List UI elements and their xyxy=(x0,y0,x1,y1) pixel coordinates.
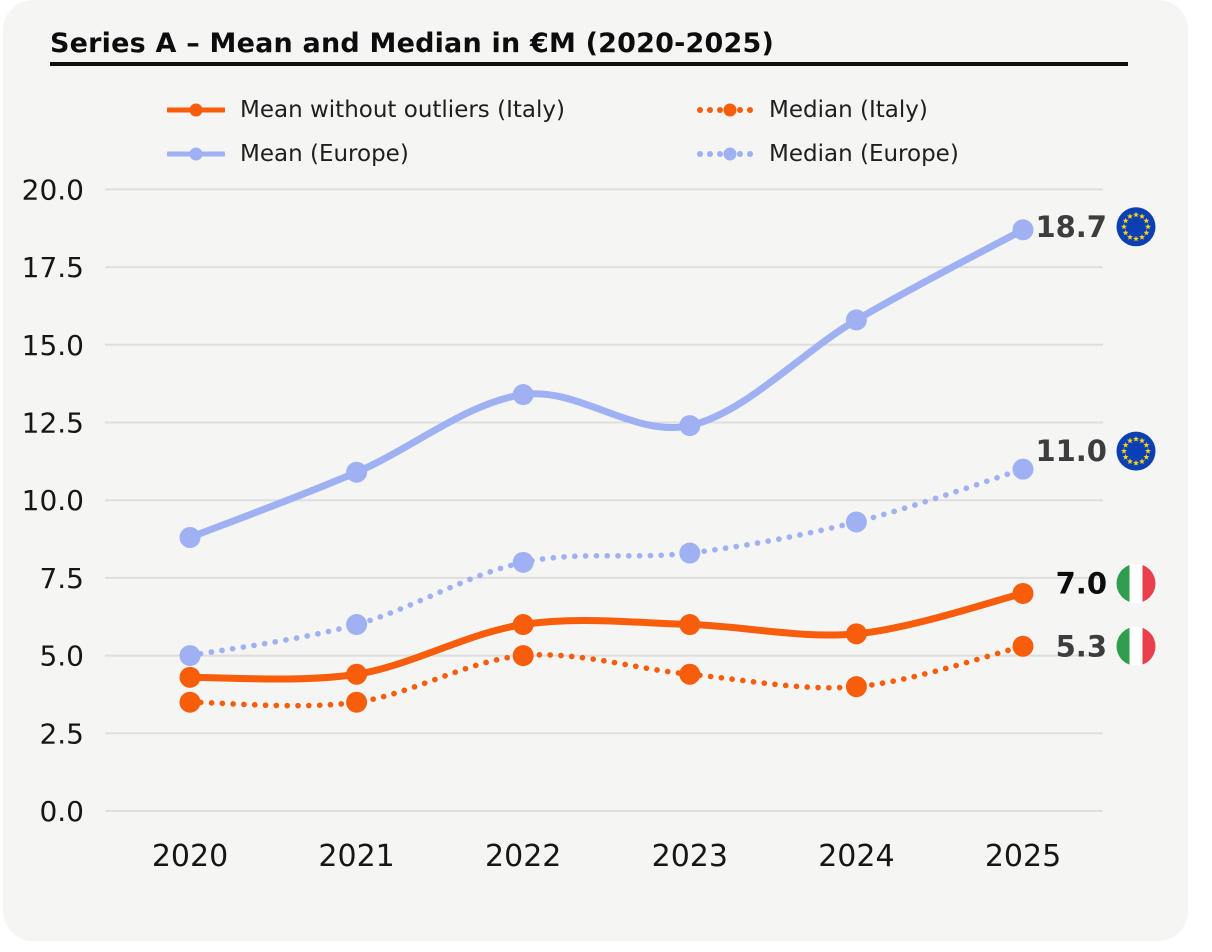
y-tick-label: 7.5 xyxy=(39,562,84,595)
legend-item-median-europe[interactable]: Median (Europe) xyxy=(696,141,959,167)
x-tick-label: 2024 xyxy=(818,839,894,874)
y-tick-label: 10.0 xyxy=(22,484,84,517)
legend-item-mean-europe[interactable]: Mean (Europe) xyxy=(167,141,696,167)
data-point-mean-europe[interactable] xyxy=(845,309,867,331)
end-value-label-mean-without-outliers-italy: 7.0 xyxy=(1056,566,1107,600)
data-point-median-italy[interactable] xyxy=(845,676,867,698)
data-point-median-italy[interactable] xyxy=(1012,635,1034,657)
x-tick-label: 2022 xyxy=(485,839,561,874)
legend-item-median-italy[interactable]: Median (Italy) xyxy=(696,97,959,123)
eu-flag-icon xyxy=(1116,431,1156,471)
data-point-mean-without-outliers-italy[interactable] xyxy=(679,614,701,636)
data-point-mean-europe[interactable] xyxy=(179,526,201,548)
chart-title: Series A – Mean and Median in €M (2020-2… xyxy=(50,28,775,59)
data-point-median-italy[interactable] xyxy=(512,645,534,667)
end-value-label-median-italy: 5.3 xyxy=(1056,629,1107,663)
data-point-median-europe[interactable] xyxy=(179,645,201,667)
end-value-label-median-europe: 11.0 xyxy=(1035,434,1107,468)
legend-line-marker-icon xyxy=(167,147,225,161)
y-tick-label: 17.5 xyxy=(22,251,84,284)
series-line-mean-europe xyxy=(186,226,1027,541)
x-tick-label: 2025 xyxy=(985,839,1061,874)
legend-label: Median (Italy) xyxy=(769,97,928,123)
legend-label: Mean (Europe) xyxy=(240,141,409,167)
x-tick-label: 2023 xyxy=(652,839,728,874)
data-point-median-europe[interactable] xyxy=(845,511,867,533)
x-tick-label: 2020 xyxy=(152,839,228,874)
data-point-median-europe[interactable] xyxy=(346,614,368,636)
data-point-mean-europe[interactable] xyxy=(346,461,368,483)
series-line-median-europe xyxy=(187,466,1026,659)
data-point-median-italy[interactable] xyxy=(179,691,201,713)
legend-item-mean-without-outliers-italy[interactable]: Mean without outliers (Italy) xyxy=(167,97,696,123)
legend-line-marker-icon xyxy=(167,103,225,117)
data-point-median-europe[interactable] xyxy=(679,542,701,564)
legend: Mean without outliers (Italy) Median (It… xyxy=(167,97,959,167)
legend-dotted-marker-icon xyxy=(697,103,753,117)
x-tick-label: 2021 xyxy=(318,839,394,874)
data-point-mean-europe[interactable] xyxy=(512,384,534,406)
y-tick-label: 5.0 xyxy=(39,640,84,673)
data-point-median-europe[interactable] xyxy=(512,551,534,573)
data-point-median-italy[interactable] xyxy=(679,663,701,685)
data-point-mean-without-outliers-italy[interactable] xyxy=(845,623,867,645)
y-tick-label: 0.0 xyxy=(39,795,84,828)
legend-label: Median (Europe) xyxy=(769,141,959,167)
italy-flag-icon xyxy=(1116,563,1156,603)
title-underline xyxy=(50,62,1128,66)
data-point-mean-europe[interactable] xyxy=(679,415,701,437)
y-tick-label: 2.5 xyxy=(39,717,84,750)
italy-flag-icon xyxy=(1116,626,1156,666)
data-point-median-italy[interactable] xyxy=(346,691,368,713)
series-line-median-italy xyxy=(187,643,1026,709)
series-line-mean-without-outliers-italy xyxy=(186,589,1027,683)
y-tick-label: 20.0 xyxy=(22,173,84,206)
data-point-median-europe[interactable] xyxy=(1012,458,1034,480)
data-point-mean-without-outliers-italy[interactable] xyxy=(179,666,201,688)
eu-flag-icon xyxy=(1116,207,1156,247)
data-point-mean-without-outliers-italy[interactable] xyxy=(512,614,534,636)
legend-label: Mean without outliers (Italy) xyxy=(240,97,565,123)
data-point-mean-europe[interactable] xyxy=(1012,219,1034,241)
end-value-label-mean-europe: 18.7 xyxy=(1035,210,1107,244)
data-point-mean-without-outliers-italy[interactable] xyxy=(346,663,368,685)
legend-dotted-marker-icon xyxy=(697,147,753,161)
y-tick-label: 12.5 xyxy=(22,407,84,440)
y-tick-label: 15.0 xyxy=(22,329,84,362)
data-point-mean-without-outliers-italy[interactable] xyxy=(1012,582,1034,604)
